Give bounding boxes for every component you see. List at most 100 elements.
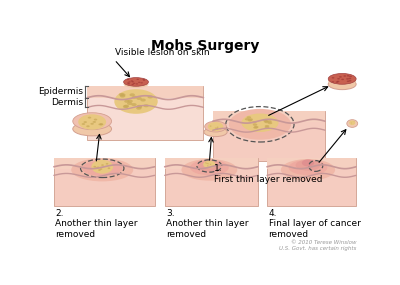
Ellipse shape <box>208 122 223 131</box>
Ellipse shape <box>128 81 131 83</box>
Ellipse shape <box>140 82 143 84</box>
Text: 2.
Another thin layer
removed: 2. Another thin layer removed <box>56 209 138 239</box>
Ellipse shape <box>248 118 253 121</box>
Ellipse shape <box>253 127 258 129</box>
Polygon shape <box>87 86 204 140</box>
Ellipse shape <box>217 127 218 128</box>
Ellipse shape <box>348 78 351 79</box>
Ellipse shape <box>78 114 106 130</box>
Ellipse shape <box>208 163 209 164</box>
Ellipse shape <box>138 82 140 83</box>
Polygon shape <box>267 158 356 169</box>
Ellipse shape <box>130 93 135 96</box>
Ellipse shape <box>341 79 344 80</box>
Ellipse shape <box>263 119 268 121</box>
Ellipse shape <box>253 123 257 126</box>
Ellipse shape <box>264 121 269 123</box>
Ellipse shape <box>133 83 135 84</box>
Ellipse shape <box>248 119 252 121</box>
Ellipse shape <box>229 109 291 140</box>
Text: 4.
Final layer of cancer
removed: 4. Final layer of cancer removed <box>268 209 360 239</box>
Ellipse shape <box>144 104 149 107</box>
Ellipse shape <box>215 128 217 129</box>
Ellipse shape <box>140 99 146 101</box>
Ellipse shape <box>106 163 108 165</box>
Ellipse shape <box>101 164 104 166</box>
Ellipse shape <box>351 122 352 123</box>
Ellipse shape <box>337 81 340 82</box>
Polygon shape <box>213 111 325 161</box>
Ellipse shape <box>328 77 356 86</box>
Ellipse shape <box>241 113 278 132</box>
Ellipse shape <box>349 121 355 125</box>
Ellipse shape <box>198 161 221 171</box>
Ellipse shape <box>332 81 334 83</box>
Ellipse shape <box>136 107 142 110</box>
Ellipse shape <box>148 95 153 99</box>
Ellipse shape <box>73 122 112 136</box>
Ellipse shape <box>143 80 146 81</box>
Ellipse shape <box>182 159 237 181</box>
Ellipse shape <box>93 166 96 168</box>
Ellipse shape <box>131 84 134 85</box>
Polygon shape <box>213 111 325 122</box>
Ellipse shape <box>136 79 139 80</box>
Ellipse shape <box>281 159 335 181</box>
Ellipse shape <box>343 75 346 77</box>
Ellipse shape <box>71 158 133 181</box>
Ellipse shape <box>82 123 85 125</box>
Ellipse shape <box>337 78 340 80</box>
Ellipse shape <box>137 105 142 108</box>
Ellipse shape <box>120 93 126 96</box>
Ellipse shape <box>124 78 148 86</box>
Ellipse shape <box>120 95 125 98</box>
Ellipse shape <box>95 167 98 169</box>
Ellipse shape <box>206 163 208 164</box>
Ellipse shape <box>94 119 97 121</box>
Ellipse shape <box>88 117 91 119</box>
Ellipse shape <box>190 160 229 175</box>
Ellipse shape <box>246 116 251 119</box>
Ellipse shape <box>205 121 226 132</box>
Ellipse shape <box>296 160 320 171</box>
Ellipse shape <box>114 89 158 114</box>
Ellipse shape <box>252 121 256 123</box>
Ellipse shape <box>267 120 272 123</box>
Ellipse shape <box>204 127 227 137</box>
Ellipse shape <box>142 79 145 80</box>
Ellipse shape <box>265 125 269 127</box>
Text: 1.
First thin layer removed: 1. First thin layer removed <box>214 164 323 184</box>
Ellipse shape <box>86 125 90 127</box>
Ellipse shape <box>351 123 352 124</box>
Text: © 2010 Terese Winslow
U.S. Govt. has certain rights: © 2010 Terese Winslow U.S. Govt. has cer… <box>279 240 356 251</box>
Ellipse shape <box>92 121 96 123</box>
Ellipse shape <box>98 123 102 125</box>
Ellipse shape <box>136 105 142 108</box>
Ellipse shape <box>289 160 327 175</box>
Ellipse shape <box>124 105 129 108</box>
Ellipse shape <box>347 120 358 127</box>
Ellipse shape <box>131 103 137 106</box>
Polygon shape <box>267 158 356 206</box>
Ellipse shape <box>90 123 94 125</box>
Ellipse shape <box>216 128 218 129</box>
Ellipse shape <box>108 167 110 169</box>
Polygon shape <box>54 158 155 169</box>
Ellipse shape <box>268 122 272 124</box>
Ellipse shape <box>210 164 211 165</box>
Ellipse shape <box>347 80 350 82</box>
Ellipse shape <box>91 160 113 174</box>
Ellipse shape <box>332 77 334 79</box>
Ellipse shape <box>100 123 103 125</box>
Ellipse shape <box>127 99 133 103</box>
Ellipse shape <box>346 78 349 80</box>
Ellipse shape <box>73 113 112 130</box>
Polygon shape <box>87 86 204 98</box>
Ellipse shape <box>245 118 249 120</box>
Ellipse shape <box>349 76 352 77</box>
Ellipse shape <box>328 74 356 84</box>
Ellipse shape <box>136 97 142 100</box>
Ellipse shape <box>205 162 206 163</box>
Ellipse shape <box>265 126 269 129</box>
Ellipse shape <box>264 120 268 122</box>
